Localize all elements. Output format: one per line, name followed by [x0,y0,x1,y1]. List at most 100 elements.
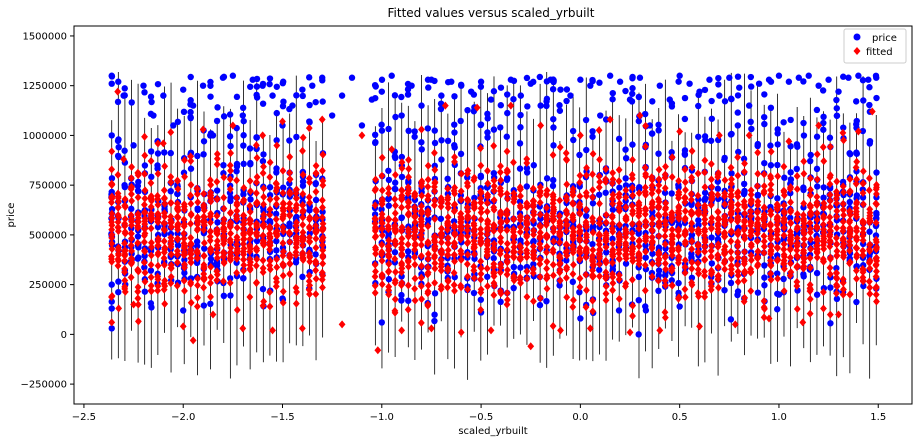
fitted-point [451,157,458,166]
fitted-point [701,267,708,276]
fitted-point [529,242,537,251]
price-point [510,263,518,271]
fitted-point [765,314,773,323]
price-point [741,187,748,195]
fitted-point [148,238,155,247]
fitted-point [161,276,169,285]
price-point [622,260,630,267]
fitted-point [530,226,538,235]
price-point [726,74,733,81]
fitted-point [832,233,840,242]
fitted-point [734,248,742,257]
fitted-point [161,260,168,269]
fitted-point [220,259,228,268]
fitted-point [134,193,142,202]
fitted-point [641,183,649,192]
price-point [853,263,860,270]
fitted-point [589,251,596,260]
fitted-point [734,271,742,280]
fitted-point [292,299,300,308]
fitted-point [180,234,188,243]
fitted-point [854,127,862,136]
price-point [154,80,162,88]
fitted-point [833,269,840,278]
fitted-point [609,168,617,177]
fitted-point [490,141,498,150]
fitted-point [747,240,755,249]
price-point [368,96,376,103]
fitted-point [813,209,821,218]
fitted-point [141,217,149,226]
fitted-point [372,267,379,276]
price-point [866,101,873,109]
fitted-point [833,273,840,282]
fitted-point [846,216,854,225]
fitted-point [655,203,663,212]
price-point [523,263,531,271]
price-point [648,130,656,137]
price-point [675,289,682,297]
fitted-point [279,251,287,260]
fitted-point [655,250,663,259]
fitted-point [299,234,307,243]
fitted-point [543,264,551,273]
fitted-point [649,237,656,246]
fitted-point [826,270,834,279]
fitted-point [503,245,511,254]
price-point [477,78,485,85]
fitted-point [866,256,874,265]
price-point [714,178,722,185]
fitted-point [174,258,181,267]
fitted-point [279,287,287,296]
fitted-point [576,282,584,291]
price-point [675,184,682,191]
fitted-point [115,213,123,222]
fitted-point [318,213,326,222]
fitted-point [411,207,419,216]
fitted-point [537,244,544,253]
price-point [727,316,735,323]
legend-fitted-marker [853,47,861,55]
plot-area [108,71,881,380]
fitted-point [602,296,610,305]
price-point [576,288,583,296]
fitted-point [527,342,535,351]
fitted-point [569,191,577,200]
fitted-point [819,288,827,297]
x-axis-label: scaled_yrbuilt [458,426,527,437]
fitted-point [484,282,491,291]
fitted-point [187,157,195,166]
price-point [253,134,260,141]
price-point [668,103,676,110]
price-point [666,96,673,103]
fitted-point [312,161,320,170]
fitted-point [741,202,749,211]
price-point [167,187,174,195]
fitted-point [253,199,261,208]
fitted-point [656,326,664,335]
price-point [866,252,873,260]
fitted-point [622,250,629,259]
fitted-point [530,210,538,219]
price-point [702,137,709,144]
price-point [200,138,208,145]
fitted-point [273,194,281,203]
fitted-point [681,256,689,265]
price-point [563,97,570,105]
price-point [174,242,182,249]
fitted-point [371,219,379,228]
fitted-point [826,232,834,241]
fitted-point [866,246,874,255]
fitted-point [200,221,208,230]
fitted-point [154,241,162,250]
fitted-point [194,254,201,263]
fitted-point [569,231,577,240]
fitted-point [787,183,795,192]
price-point [642,254,649,261]
price-point [450,218,458,225]
fitted-point [840,285,847,294]
price-point [787,169,794,176]
fitted-point [529,216,537,225]
fitted-point [681,285,689,294]
price-point [167,149,174,157]
